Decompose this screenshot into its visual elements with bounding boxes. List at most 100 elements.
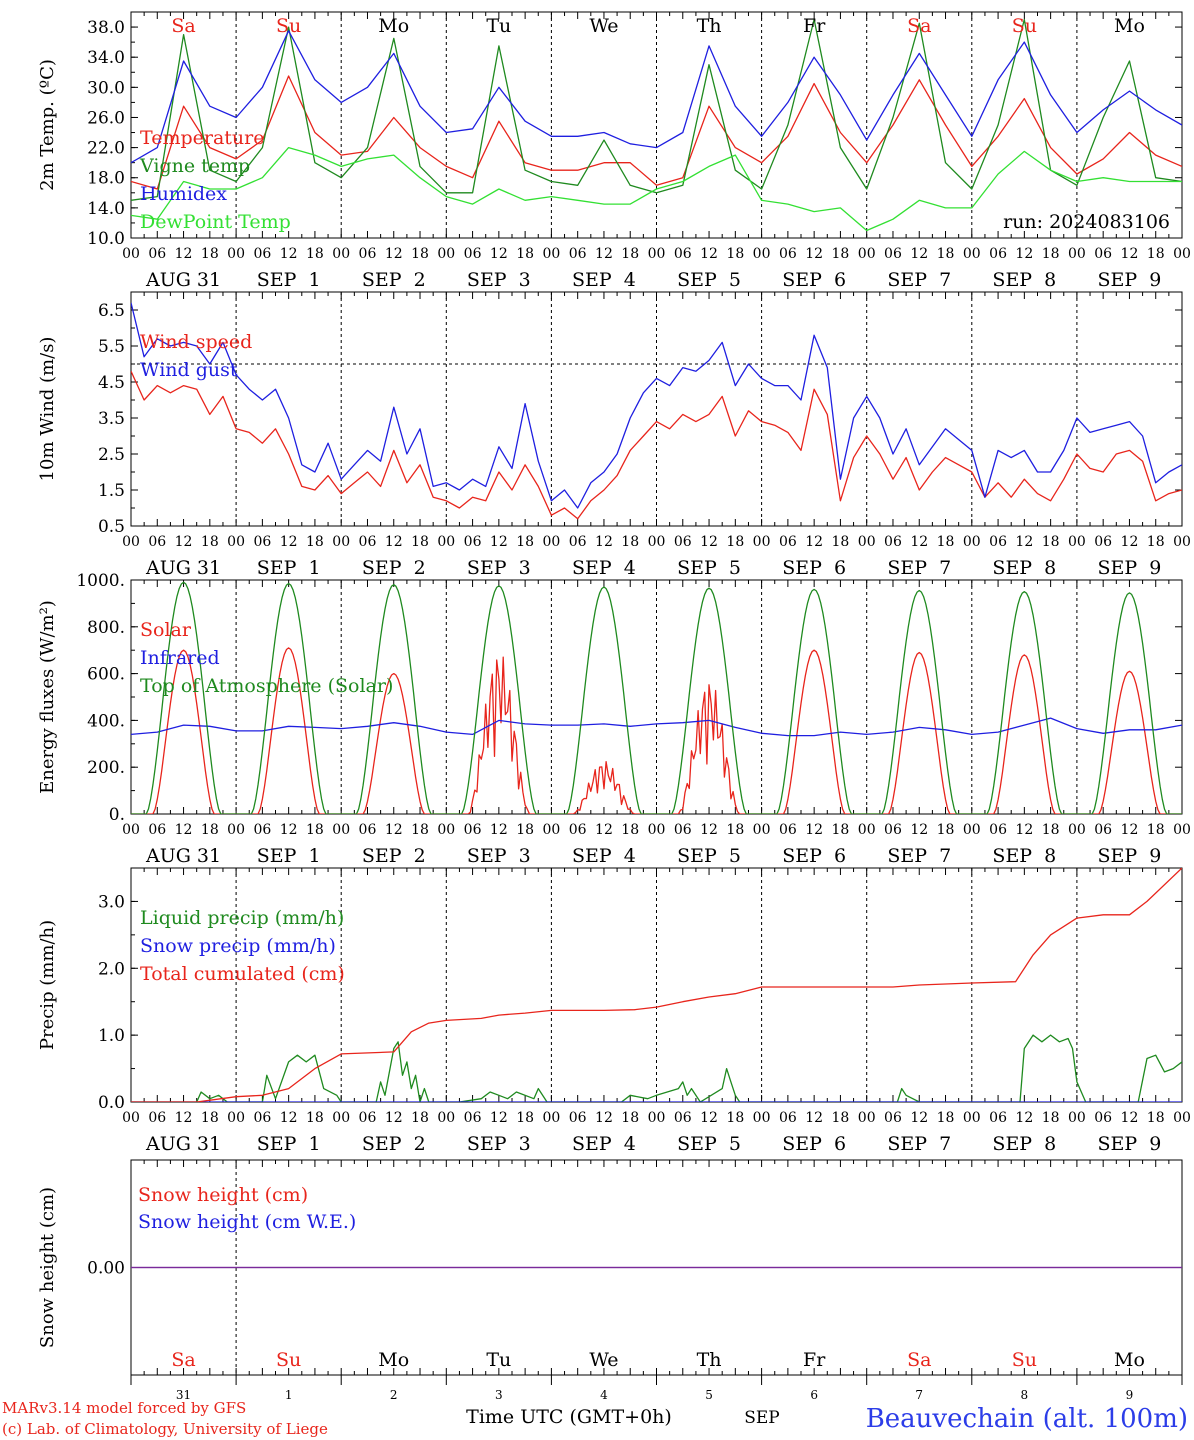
hour-tick-label: 18: [306, 1110, 324, 1126]
hour-tick-label: 12: [385, 822, 403, 838]
y-tick-label: 0.: [109, 805, 125, 825]
legend-entry: Snow precip (mm/h): [140, 935, 336, 957]
legend-entry: Temperature: [140, 127, 264, 149]
date-label: SEP 9: [1098, 269, 1162, 291]
chart-panel-2: 0.5 1.5 2.5 3.5 4.5 5.5 6.5 10m Wind (m/s) Wind …: [37, 291, 1191, 579]
hour-tick-label: 18: [621, 534, 639, 550]
day-label: Mo: [378, 1349, 409, 1371]
hour-tick-label: 12: [1015, 534, 1033, 550]
date-label: SEP 3: [467, 845, 531, 867]
hour-tick-label: 18: [411, 534, 429, 550]
hour-tick-label: 00: [1068, 822, 1086, 838]
hour-tick-label: 00: [542, 1110, 560, 1126]
hour-tick-label: 18: [1147, 1110, 1165, 1126]
series-line-2: [131, 302, 1182, 509]
hour-tick-label: 18: [516, 1110, 534, 1126]
hour-tick-label: 12: [805, 534, 823, 550]
hour-tick-label: 00: [858, 822, 876, 838]
hour-tick-label: 00: [753, 246, 771, 262]
date-label: SEP 4: [572, 557, 636, 579]
hour-tick-label: 12: [910, 534, 928, 550]
hour-tick-label: 00: [858, 1110, 876, 1126]
date-label: SEP 5: [677, 269, 741, 291]
hour-tick-label: 06: [989, 822, 1007, 838]
y-tick-label: 10.0: [87, 229, 125, 249]
hour-tick-label: 18: [832, 822, 850, 838]
date-label: SEP 4: [572, 269, 636, 291]
hour-tick-label: 12: [385, 534, 403, 550]
date-label: SEP 3: [467, 557, 531, 579]
hour-tick-label: 00: [437, 246, 455, 262]
date-label: SEP 2: [362, 845, 426, 867]
y-tick-label: 3.5: [98, 409, 125, 429]
day-label: Su: [276, 1349, 301, 1371]
day-number: 1: [285, 1388, 293, 1402]
hour-tick-label: 00: [648, 246, 666, 262]
date-label: SEP 7: [887, 269, 951, 291]
hour-tick-label: 12: [175, 1110, 193, 1126]
y-axis-label: Energy fluxes (W/m²): [37, 600, 58, 794]
hour-tick-label: 06: [884, 534, 902, 550]
hour-tick-label: 18: [1147, 534, 1165, 550]
day-label: Sa: [907, 15, 931, 37]
hour-tick-label: 00: [227, 1110, 245, 1126]
hour-tick-label: 18: [306, 534, 324, 550]
hour-tick-label: 00: [227, 534, 245, 550]
hour-tick-label: 12: [280, 534, 298, 550]
hour-tick-label: 06: [464, 246, 482, 262]
day-label: Tu: [486, 1349, 511, 1371]
day-label: Sa: [171, 15, 195, 37]
date-label: SEP 6: [782, 269, 846, 291]
hour-tick-label: 00: [753, 534, 771, 550]
hour-tick-label: 00: [1173, 822, 1191, 838]
hour-tick-label: 12: [595, 534, 613, 550]
hour-tick-label: 06: [148, 822, 166, 838]
legend-entry: Top of Atmosphere (Solar): [140, 675, 393, 697]
series-line-2: [131, 18, 1182, 201]
hour-tick-label: 12: [595, 1110, 613, 1126]
hour-tick-label: 06: [359, 534, 377, 550]
credit-line-2: (c) Lab. of Climatology, University of L…: [2, 1420, 328, 1438]
hour-tick-label: 06: [779, 1110, 797, 1126]
y-tick-label: 18.0: [87, 169, 125, 189]
day-label: Mo: [1114, 1349, 1145, 1371]
legend-entry: Liquid precip (mm/h): [140, 907, 344, 929]
hour-tick-label: 18: [621, 1110, 639, 1126]
day-label: Su: [1012, 15, 1037, 37]
y-tick-label: 2.0: [98, 959, 125, 979]
y-tick-label: 38.0: [87, 18, 125, 38]
footer: MARv3.14 model forced by GFS (c) Lab. of…: [2, 1399, 1188, 1438]
y-tick-label: 800.: [87, 618, 125, 638]
date-label: SEP 1: [257, 269, 321, 291]
hour-tick-label: 18: [1147, 822, 1165, 838]
date-label: AUG 31: [145, 845, 221, 867]
hour-tick-label: 12: [1015, 246, 1033, 262]
hour-tick-label: 18: [411, 246, 429, 262]
series-line-3: [131, 581, 1182, 814]
hour-tick-label: 06: [884, 1110, 902, 1126]
hour-tick-label: 12: [1121, 1110, 1139, 1126]
hour-tick-label: 06: [674, 1110, 692, 1126]
y-tick-label: 26.0: [87, 108, 125, 128]
date-label: SEP 8: [992, 269, 1056, 291]
hour-tick-label: 18: [726, 822, 744, 838]
hour-tick-label: 12: [385, 246, 403, 262]
date-label: SEP 2: [362, 1133, 426, 1155]
hour-tick-label: 12: [805, 246, 823, 262]
hour-tick-label: 00: [437, 822, 455, 838]
hour-tick-label: 12: [805, 1110, 823, 1126]
day-number: 31: [176, 1388, 191, 1402]
hour-tick-label: 12: [1121, 822, 1139, 838]
date-label: SEP 9: [1098, 1133, 1162, 1155]
hour-tick-label: 06: [884, 246, 902, 262]
y-tick-label: 2.5: [98, 445, 125, 465]
hour-tick-label: 12: [385, 1110, 403, 1126]
credit-line-1: MARv3.14 model forced by GFS: [2, 1399, 246, 1417]
hour-tick-label: 18: [1147, 246, 1165, 262]
day-number: 6: [810, 1388, 818, 1402]
series-line-1: [131, 370, 1182, 520]
hour-tick-label: 06: [674, 822, 692, 838]
hour-tick-label: 06: [674, 534, 692, 550]
hour-tick-label: 06: [989, 534, 1007, 550]
hour-tick-label: 18: [1042, 246, 1060, 262]
